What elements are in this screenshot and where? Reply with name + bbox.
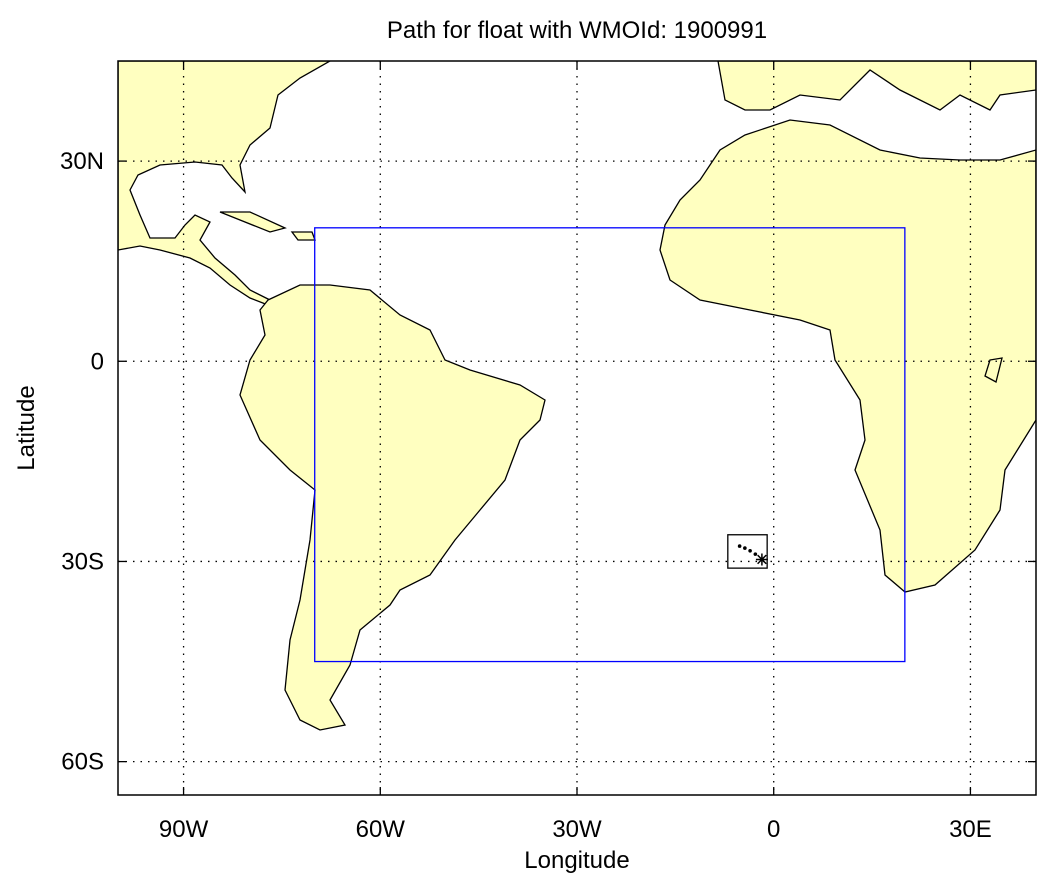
track-point [753,552,758,556]
x-tick-label: 30W [552,816,602,843]
track-point [737,544,742,548]
track-end-marker [755,553,768,566]
x-tick-label: 90W [159,816,209,843]
y-axis-label: Latitude [13,385,40,470]
x-axis-label: Longitude [524,847,629,874]
plot-frame [117,60,1037,796]
grid [118,61,1036,795]
north-america [118,61,332,306]
chart-title: Path for float with WMOId: 1900991 [387,17,767,44]
x-tick-label: 0 [767,816,780,843]
track-point [748,548,752,553]
y-tick-label: 60S [61,749,104,776]
madagascar [984,357,1003,383]
africa [659,119,1036,593]
south-america [239,284,546,731]
y-tick-label: 0 [91,348,104,375]
y-tick-label: 30N [60,148,104,175]
x-tick-label: 30E [949,816,992,843]
x-tick-label: 60W [356,816,406,843]
track-point [743,546,747,550]
cuba [219,211,287,233]
region-box [727,534,768,569]
marks [314,227,906,663]
europe [717,61,1036,111]
region-box [314,227,906,663]
y-tick-label: 30S [61,548,104,575]
land [118,61,1036,731]
